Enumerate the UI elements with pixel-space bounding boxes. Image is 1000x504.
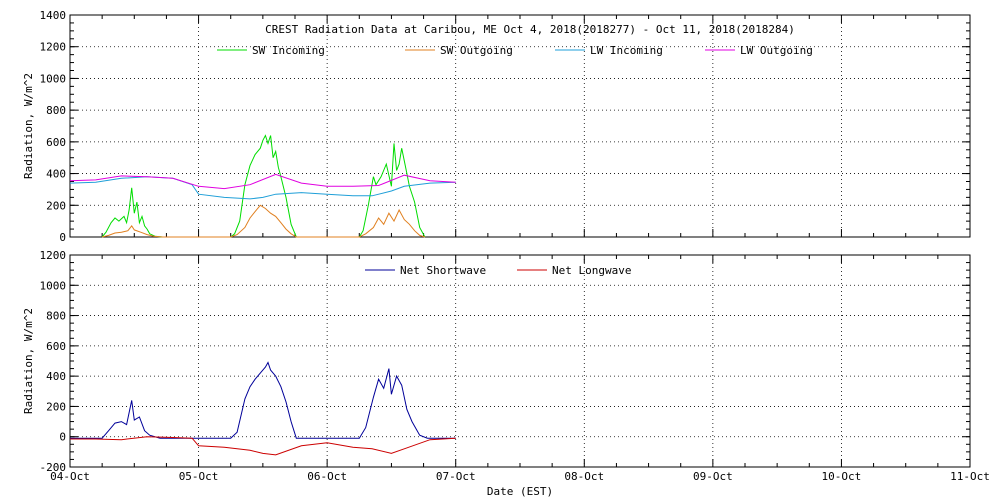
y-tick-label: 600 [46,136,66,149]
series-line-sw-incoming [101,134,426,238]
y-tick-label: 200 [46,199,66,212]
x-tick-label: 07-Oct [436,470,476,483]
y-tick-label: 800 [46,104,66,117]
x-tick-label: 09-Oct [693,470,733,483]
x-tick-label: 04-Oct [50,470,90,483]
legend-label: SW Outgoing [440,44,513,57]
y-tick-label: 800 [46,310,66,323]
chart-title: CREST Radiation Data at Caribou, ME Oct … [265,23,795,36]
y-axis-label: Radiation, W/m^2 [22,73,35,179]
y-tick-label: 0 [59,231,66,244]
y-axis-label: Radiation, W/m^2 [22,308,35,414]
legend-label: SW Incoming [252,44,325,57]
x-tick-label: 08-Oct [564,470,604,483]
y-tick-label: 0 [59,431,66,444]
y-tick-label: 200 [46,400,66,413]
legend-label: LW Outgoing [740,44,813,57]
series-line-net-longwave [70,436,456,456]
legend-label: Net Shortwave [400,264,486,277]
y-tick-label: -200 [40,461,67,474]
series-line-sw-outgoing [101,204,426,238]
x-tick-label: 05-Oct [179,470,219,483]
plot-frame [69,254,971,468]
legend-label: Net Longwave [552,264,631,277]
y-tick-label: 1000 [40,279,67,292]
upper-panel: 0 200 400 600 800 1000 1200 1400 Radiation, W/m^… [22,9,971,244]
y-tick-label: 1200 [40,249,67,262]
y-tick-label: 400 [46,370,66,383]
x-tick-label: 11-Oct [950,470,990,483]
series-line-net-shortwave [70,361,456,439]
lower-panel: -200 0 200 400 600 800 1000 1200 Radiation, W/m^… [22,249,990,483]
y-tick-label: 1000 [40,72,67,85]
legend-label: LW Incoming [590,44,663,57]
y-tick-label: 1400 [40,9,67,22]
plot-frame [69,14,971,238]
y-tick-label: 600 [46,340,66,353]
x-tick-label: 06-Oct [307,470,347,483]
x-axis-label: Date (EST) [487,485,553,498]
x-tick-label: 10-Oct [822,470,862,483]
series-line-lw-outgoing [69,173,456,190]
y-tick-label: 400 [46,168,66,181]
y-tick-label: 1200 [40,41,67,54]
